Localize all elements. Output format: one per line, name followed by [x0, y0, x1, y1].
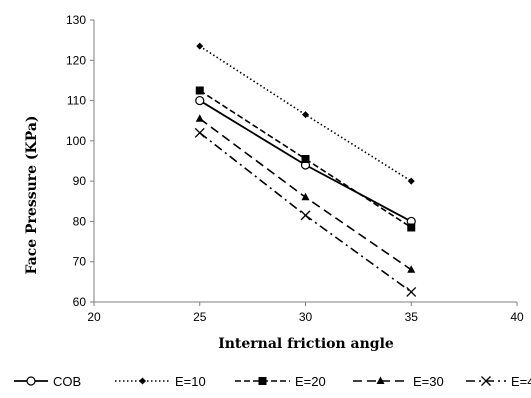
x-tick-label: 25	[193, 310, 207, 324]
y-tick-label: 100	[66, 134, 86, 148]
y-axis-title: Face Pressure (KPa)	[24, 115, 40, 274]
data-point	[407, 223, 416, 232]
legend-label: E=30	[413, 374, 444, 389]
legend-item: E=10	[115, 374, 206, 389]
axes	[90, 19, 518, 306]
data-point	[406, 286, 417, 297]
data-point	[301, 154, 310, 163]
legend-marker	[139, 377, 146, 385]
legend-item: E=40	[466, 374, 531, 389]
data-point	[302, 111, 309, 119]
data-point	[196, 42, 204, 50]
y-tick-label: 70	[73, 255, 87, 269]
x-tick-label: 40	[510, 310, 524, 324]
legend-marker	[258, 377, 267, 385]
legend-label: E=20	[295, 374, 326, 389]
legend-item: E=30	[353, 374, 444, 389]
y-tick-label: 80	[73, 214, 87, 228]
legend-label: COB	[53, 374, 81, 389]
legend-marker	[376, 376, 385, 384]
data-point	[301, 192, 310, 201]
series-markers	[194, 42, 417, 297]
data-point	[300, 210, 311, 221]
legend-label: E=40	[511, 374, 531, 389]
y-tick-label: 120	[66, 53, 86, 67]
data-point	[195, 95, 205, 106]
x-axis-title: Internal friction angle	[218, 336, 394, 352]
legend-marker	[481, 376, 491, 386]
tick-labels: 60 70 80 90 100 110 120 130 20 25 30 35 40	[66, 13, 524, 324]
y-tick-label: 60	[73, 295, 87, 309]
x-tick-label: 20	[87, 310, 101, 324]
series-line-e-20	[199, 89, 412, 229]
y-tick-label: 110	[67, 94, 86, 108]
data-point	[407, 177, 415, 185]
x-tick-label: 35	[405, 310, 419, 324]
x-tick-label: 30	[299, 310, 313, 324]
data-point	[194, 127, 205, 138]
legend: COB E=10 E=20 E=30 E=40	[14, 374, 531, 389]
legend-marker	[26, 376, 36, 386]
data-point	[407, 265, 416, 273]
series-line-e-10	[199, 45, 412, 182]
data-point	[195, 114, 204, 122]
data-point	[195, 86, 204, 95]
legend-item: COB	[14, 374, 81, 389]
legend-item: E=20	[235, 374, 326, 389]
y-tick-label: 90	[73, 174, 87, 188]
legend-label: E=10	[175, 374, 206, 389]
y-tick-label: 130	[66, 13, 86, 27]
